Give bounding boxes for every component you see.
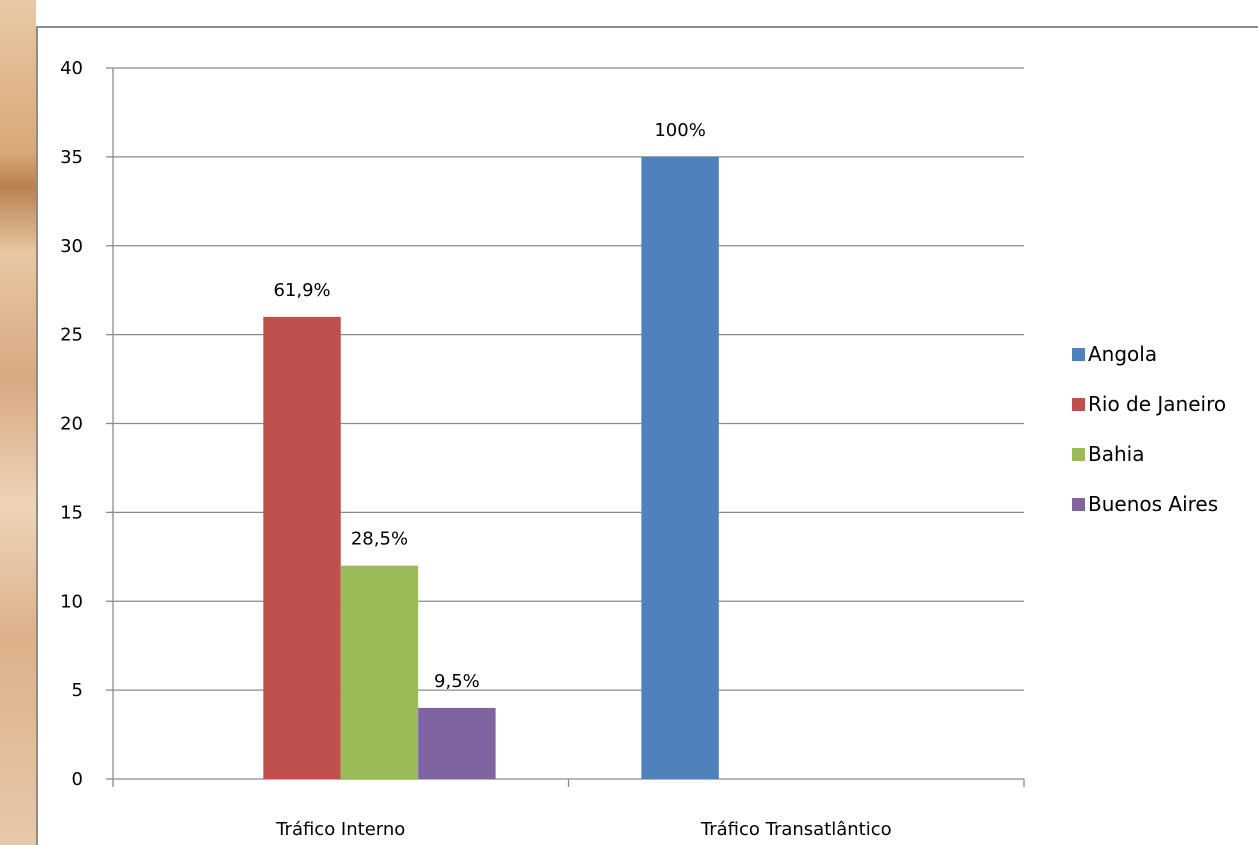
legend-swatch <box>1072 448 1085 461</box>
y-tick-label: 10 <box>60 591 83 612</box>
legend-label: Rio de Janeiro <box>1088 392 1226 416</box>
bar <box>263 316 341 779</box>
legend-swatch <box>1072 348 1085 361</box>
bars <box>263 156 719 779</box>
data-label: 100% <box>654 120 705 141</box>
bar <box>641 156 719 779</box>
y-tick-label: 30 <box>60 236 83 257</box>
y-tick-label: 40 <box>60 58 83 79</box>
legend-swatch <box>1072 398 1085 411</box>
y-tick-label: 5 <box>72 680 83 701</box>
legend-label: Bahia <box>1088 442 1144 466</box>
y-tick-label: 15 <box>60 502 83 523</box>
y-axis-ticks: 0 5 10 15 20 25 30 35 40 <box>60 58 83 790</box>
data-labels: 100% 61,9% 28,5% 9,5% <box>273 120 705 692</box>
axes <box>106 67 1025 787</box>
y-tick-label: 0 <box>72 769 83 790</box>
y-tick-label: 35 <box>60 147 83 168</box>
legend: Angola Rio de Janeiro Bahia Buenos Aires <box>1072 342 1226 516</box>
y-tick-label: 20 <box>60 414 83 435</box>
legend-swatch <box>1072 498 1085 511</box>
bar <box>340 565 419 779</box>
x-tick-label: Tráfico Transatlântico <box>700 819 892 840</box>
y-tick-label: 25 <box>60 325 83 346</box>
data-label: 28,5% <box>351 529 408 550</box>
data-label: 9,5% <box>434 671 480 692</box>
data-label: 61,9% <box>273 280 330 301</box>
x-axis-ticks: Tráfico Interno Tráfico Transatlântico <box>275 819 891 840</box>
slide-top-band <box>36 0 1258 26</box>
gridlines <box>113 67 1024 691</box>
bar <box>418 707 496 779</box>
legend-label: Buenos Aires <box>1088 492 1218 516</box>
legend-label: Angola <box>1088 342 1157 366</box>
x-tick-label: Tráfico Interno <box>275 819 405 840</box>
background-image-strip <box>0 0 36 845</box>
